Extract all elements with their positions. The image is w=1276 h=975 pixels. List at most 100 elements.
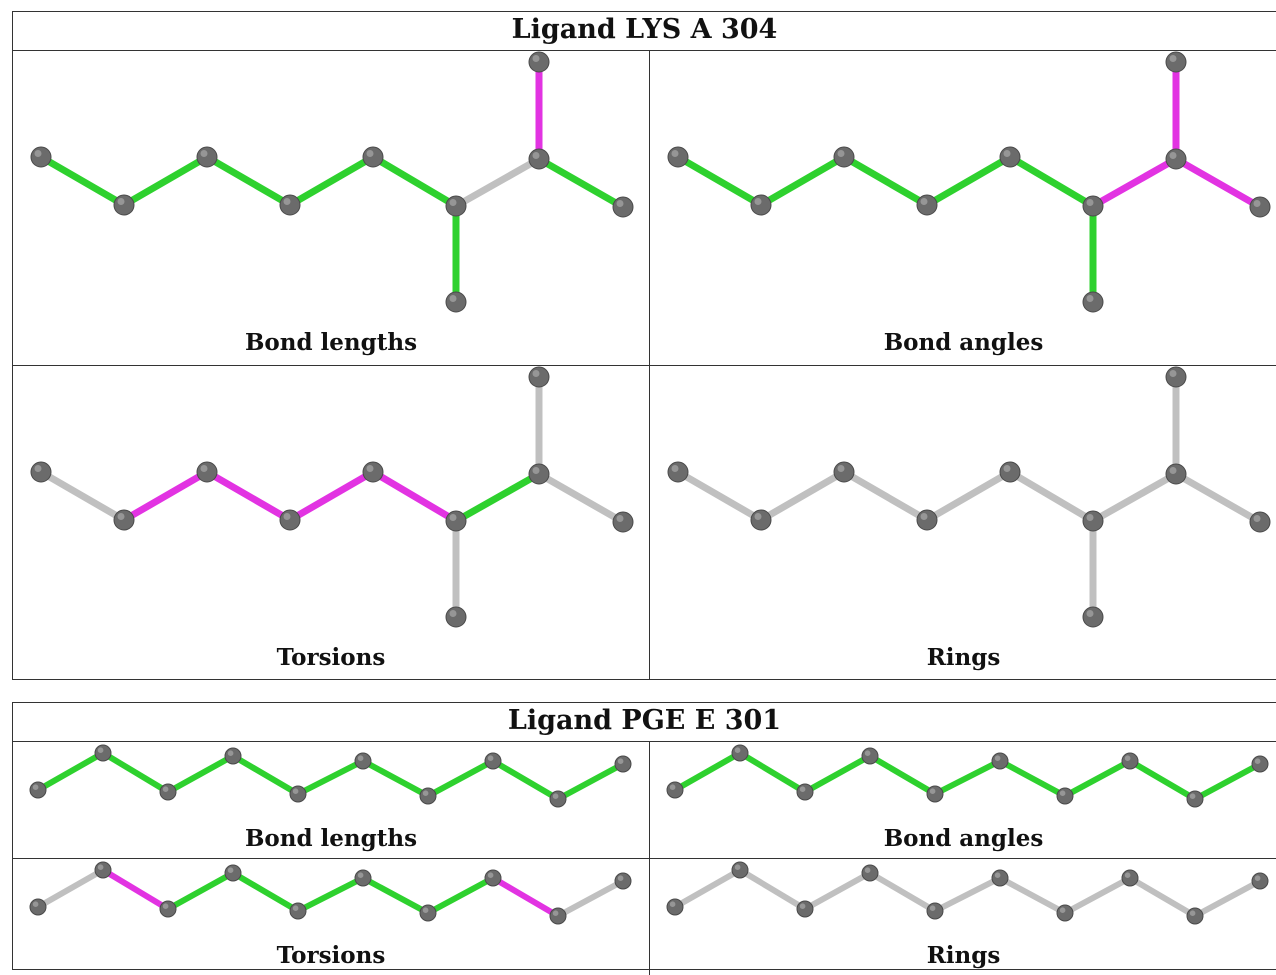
panel-caption: Rings — [926, 644, 1001, 671]
atom-highlight — [669, 784, 676, 790]
bond — [100, 867, 171, 912]
atom — [159, 900, 177, 918]
panel-caption: Torsions — [276, 644, 386, 671]
atom-highlight — [1086, 199, 1094, 206]
atom-highlight — [1003, 465, 1011, 472]
atom — [1082, 510, 1104, 532]
atom-highlight — [532, 467, 540, 474]
atom — [1056, 904, 1074, 922]
atom-highlight — [1253, 200, 1261, 207]
atom-highlight — [994, 755, 1001, 761]
molecule-diagram — [29, 861, 632, 925]
bond — [360, 758, 431, 799]
atom — [289, 902, 307, 920]
atom-highlight — [97, 864, 104, 870]
atom — [1082, 291, 1104, 313]
atom-highlight — [754, 513, 762, 520]
atom — [1251, 872, 1269, 890]
atom — [113, 194, 135, 216]
atom-highlight — [283, 198, 291, 205]
bond — [100, 750, 171, 795]
atom-highlight — [734, 864, 741, 870]
atom-highlight — [1003, 150, 1011, 157]
atom — [1165, 366, 1187, 388]
atom-highlight — [366, 465, 374, 472]
atom — [750, 194, 772, 216]
bond — [737, 867, 808, 912]
atom-highlight — [227, 867, 234, 873]
atom — [362, 146, 384, 168]
atom — [991, 869, 1009, 887]
atom — [1121, 869, 1139, 887]
atom-highlight — [1086, 295, 1094, 302]
atom — [94, 744, 112, 762]
atom-highlight — [552, 793, 559, 799]
bond — [1192, 878, 1263, 919]
bond — [425, 875, 496, 916]
atom-highlight — [1059, 790, 1066, 796]
atom — [916, 509, 938, 531]
panel-torsions: Torsions — [13, 859, 650, 975]
bond — [37, 468, 128, 524]
atom-highlight — [449, 199, 457, 206]
atom-highlight — [1169, 55, 1177, 62]
atom — [833, 461, 855, 483]
atom — [279, 509, 301, 531]
atom — [196, 146, 218, 168]
bond — [35, 867, 106, 910]
atom-highlight — [283, 513, 291, 520]
bond — [672, 867, 743, 910]
atom-highlight — [200, 150, 208, 157]
atom-highlight — [617, 875, 624, 881]
atom — [1186, 907, 1204, 925]
atom — [1249, 511, 1271, 533]
bond — [120, 468, 211, 524]
ligand-table: Ligand LYS A 304 Bond lengths Bond angle… — [12, 11, 1276, 680]
atom — [279, 194, 301, 216]
atom — [1082, 195, 1104, 217]
atom — [445, 510, 467, 532]
atom-highlight — [1124, 872, 1131, 878]
bond — [1192, 761, 1263, 802]
atom — [750, 509, 772, 531]
atom — [861, 864, 879, 882]
atom-highlight — [1169, 370, 1177, 377]
bond — [369, 153, 460, 210]
atom — [528, 366, 550, 388]
atom-highlight — [532, 152, 540, 159]
atom-highlight — [734, 747, 741, 753]
atom-highlight — [422, 790, 429, 796]
atom-highlight — [669, 901, 676, 907]
bond — [535, 470, 627, 526]
molecule-diagram — [30, 366, 634, 628]
atom-highlight — [754, 198, 762, 205]
bond — [674, 468, 765, 524]
atom-highlight — [117, 513, 125, 520]
bond — [997, 758, 1068, 799]
atom — [1165, 463, 1187, 485]
bond — [555, 761, 626, 802]
atom — [528, 148, 550, 170]
bond — [555, 878, 626, 919]
molecule-diagram — [29, 744, 632, 808]
atom-highlight — [1124, 755, 1131, 761]
atom-highlight — [1189, 793, 1196, 799]
atom-highlight — [449, 514, 457, 521]
bond — [295, 758, 366, 797]
atom-highlight — [1189, 910, 1196, 916]
bond — [165, 870, 236, 912]
atom-highlight — [227, 750, 234, 756]
bond — [369, 468, 460, 525]
atom-highlight — [920, 513, 928, 520]
atom — [30, 461, 52, 483]
atom — [445, 606, 467, 628]
atom-highlight — [449, 610, 457, 617]
atom-highlight — [616, 200, 624, 207]
atom — [861, 747, 879, 765]
atom — [926, 785, 944, 803]
molecule-diagram — [667, 366, 1271, 628]
atom — [224, 864, 242, 882]
atom — [731, 861, 749, 879]
panel-caption: Bond lengths — [244, 329, 418, 356]
atom — [614, 872, 632, 890]
